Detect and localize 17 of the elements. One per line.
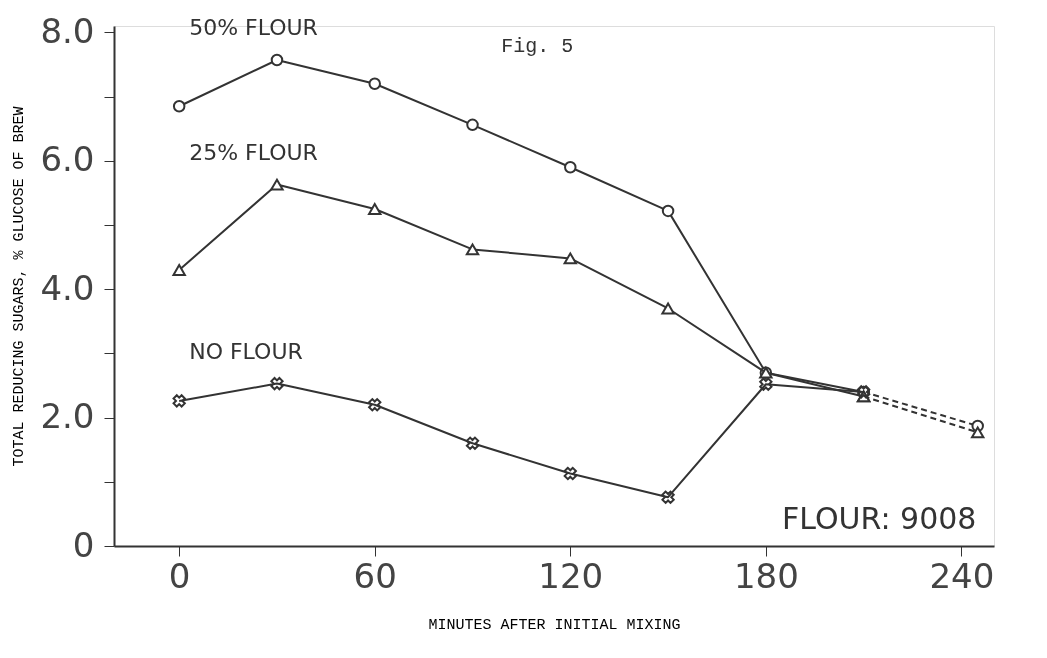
x-tick-label: 120 xyxy=(538,555,604,596)
x-tick-label: 60 xyxy=(353,555,397,596)
y-tick-label: 6.0 xyxy=(40,139,95,180)
y-tick-label: 8.0 xyxy=(40,10,95,51)
y-tick-label: 4.0 xyxy=(40,267,95,308)
annotation: FLOUR: 9008 xyxy=(782,500,977,536)
y-tick-label: 0 xyxy=(72,524,95,565)
series-label: NO FLOUR xyxy=(189,338,303,364)
x-tick-label: 180 xyxy=(733,555,799,596)
series-label: 25% FLOUR xyxy=(189,139,318,165)
x-axis-title: MINUTES AFTER INITIAL MIXING xyxy=(428,616,681,634)
x-tick-label: 240 xyxy=(929,555,995,596)
y-tick-label: 2.0 xyxy=(40,396,95,437)
y-axis-title: TOTAL REDUCING SUGARS, % GLUCOSE OF BREW xyxy=(11,106,29,467)
x-tick-label: 0 xyxy=(168,555,191,596)
annotation: Fig. 5 xyxy=(501,35,574,59)
series-label: 50% FLOUR xyxy=(189,15,318,41)
